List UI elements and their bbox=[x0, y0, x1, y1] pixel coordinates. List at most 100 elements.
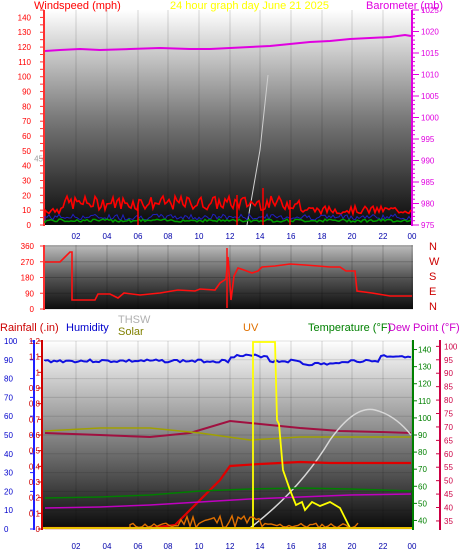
baro-tick-label: 1000 bbox=[421, 114, 439, 123]
compass-label: N bbox=[429, 241, 437, 253]
temperature-line bbox=[44, 487, 412, 499]
time-tick-label: 06 bbox=[134, 542, 143, 551]
top-plot-area bbox=[45, 10, 411, 225]
uv-label: UV bbox=[243, 322, 259, 334]
baro-tick-label: 1005 bbox=[421, 92, 439, 101]
rain-tick-label: 0.5 bbox=[29, 447, 41, 456]
temp-tick-label: 50 bbox=[418, 499, 427, 508]
time-tick-label: 22 bbox=[379, 232, 388, 241]
temp-tick-label: 40 bbox=[418, 516, 427, 525]
bottom-panel: 10090807060504030201001.21.110.90.80.70.… bbox=[0, 314, 459, 534]
time-tick-label: 12 bbox=[226, 542, 235, 551]
time-tick-label: 16 bbox=[287, 542, 296, 551]
wind-tick-label: 110 bbox=[18, 58, 31, 67]
dewpoint-tick-label: 45 bbox=[444, 490, 453, 499]
rain-tick-label: 1.1 bbox=[29, 353, 41, 362]
humidity-tick-label: 30 bbox=[4, 469, 13, 478]
rain-tick-label: 0.8 bbox=[29, 400, 41, 409]
time-tick-label: 14 bbox=[256, 542, 265, 551]
rain-tick-label: 0.7 bbox=[29, 415, 41, 424]
thsw-label: THSW bbox=[118, 314, 151, 326]
solar-trace-top bbox=[246, 74, 269, 226]
dewpoint-secondary-line bbox=[44, 493, 412, 509]
baro-tick-label: 990 bbox=[421, 157, 435, 166]
wind-gust-line bbox=[44, 193, 412, 220]
time-tick-label: 00 bbox=[408, 542, 417, 551]
time-tick-label: 08 bbox=[164, 542, 173, 551]
compass-label: S bbox=[429, 271, 436, 283]
time-tick-label: 10 bbox=[195, 542, 204, 551]
wind-tick-label: 30 bbox=[22, 177, 31, 186]
wind-tick-label: 10 bbox=[22, 206, 31, 215]
humidity-tick-label: 0 bbox=[4, 525, 9, 534]
time-tick-label: 00 bbox=[408, 232, 417, 241]
compass-label: W bbox=[429, 256, 440, 268]
humidity-tick-label: 60 bbox=[4, 412, 13, 421]
wind-direction-series bbox=[45, 248, 412, 308]
rain-tick-label: 0.4 bbox=[29, 462, 41, 471]
direction-tick-label: 180 bbox=[21, 274, 35, 283]
time-tick-label: 08 bbox=[164, 232, 173, 241]
wind-title: Windspeed (mph) bbox=[34, 0, 121, 12]
baro-title: Barometer (mb) bbox=[366, 0, 443, 12]
time-tick-label: 22 bbox=[379, 542, 388, 551]
direction-tick-label: 90 bbox=[25, 289, 34, 298]
direction-tick-label: 270 bbox=[21, 258, 35, 267]
direction-axis-ticks: 360 270 180 90 0 bbox=[21, 242, 44, 314]
rainfall-label: Rainfall (.in) bbox=[0, 322, 59, 334]
time-tick-label: 02 bbox=[72, 542, 81, 551]
humidity-tick-label: 20 bbox=[4, 487, 13, 496]
time-tick-label: 06 bbox=[134, 232, 143, 241]
wind-tick-label: 70 bbox=[22, 117, 31, 126]
dewpoint-tick-label: 40 bbox=[444, 504, 453, 513]
rain-tick-label: 0.9 bbox=[29, 384, 41, 393]
solar-line bbox=[44, 427, 411, 441]
humidity-tick-label: 50 bbox=[4, 431, 13, 440]
baro-tick-label: 1025 bbox=[421, 6, 439, 15]
direction-tick-label: 360 bbox=[21, 242, 35, 251]
temp-tick-label: 110 bbox=[418, 397, 431, 406]
rain-tick-label: 1.2 bbox=[29, 337, 41, 346]
dewpoint-tick-label: 100 bbox=[444, 342, 458, 351]
barometer-line bbox=[44, 33, 412, 52]
baro-tick-label: 980 bbox=[421, 200, 435, 209]
time-tick-label: 04 bbox=[103, 542, 112, 551]
wind-tick-label: 90 bbox=[22, 88, 31, 97]
humidity-line bbox=[44, 353, 412, 367]
time-tick-label: 02 bbox=[72, 232, 81, 241]
temp-tick-label: 120 bbox=[418, 380, 432, 389]
wind-tick-label: 60 bbox=[22, 132, 31, 141]
dewpoint-tick-label: 35 bbox=[444, 517, 453, 526]
temp-tick-label: 100 bbox=[418, 414, 432, 423]
time-tick-label: 14 bbox=[256, 232, 265, 241]
uv-line bbox=[252, 341, 351, 529]
bottom-x-ticks: 02 04 06 08 10 12 14 16 18 20 22 00 bbox=[72, 542, 417, 551]
humidity-label: Humidity bbox=[66, 322, 109, 334]
baro-tick-label: 985 bbox=[421, 178, 435, 187]
wind-tick-label: 50 bbox=[22, 147, 31, 156]
humidity-tick-label: 90 bbox=[4, 356, 13, 365]
bottom-axis-ticks: 10090807060504030201001.21.110.90.80.70.… bbox=[4, 337, 458, 534]
wind-tick-label: 100 bbox=[18, 73, 32, 82]
humidity-tick-label: 40 bbox=[4, 450, 13, 459]
wind-tick-label: 140 bbox=[18, 13, 32, 22]
dewpoint-tick-label: 70 bbox=[444, 423, 453, 432]
baro-tick-label: 1020 bbox=[421, 28, 439, 37]
time-tick-label: 04 bbox=[103, 232, 112, 241]
compass-label: N bbox=[429, 301, 437, 313]
wind-average-line bbox=[44, 217, 412, 224]
graph-date-title: 24 hour graph day June 21 2025 bbox=[170, 0, 329, 12]
dewpoint-tick-label: 95 bbox=[444, 356, 453, 365]
dewpoint-tick-label: 60 bbox=[444, 450, 453, 459]
bottom-series bbox=[43, 341, 412, 530]
dewpoint-tick-label: 85 bbox=[444, 383, 453, 392]
solar-label: Solar bbox=[118, 326, 144, 338]
time-tick-label: 18 bbox=[318, 232, 327, 241]
humidity-tick-label: 70 bbox=[4, 393, 13, 402]
time-tick-label: 20 bbox=[348, 542, 357, 551]
baro-axis-ticks: 1025 1020 1015 1010 1005 1000 995 990 985 980 975 bbox=[412, 6, 439, 230]
